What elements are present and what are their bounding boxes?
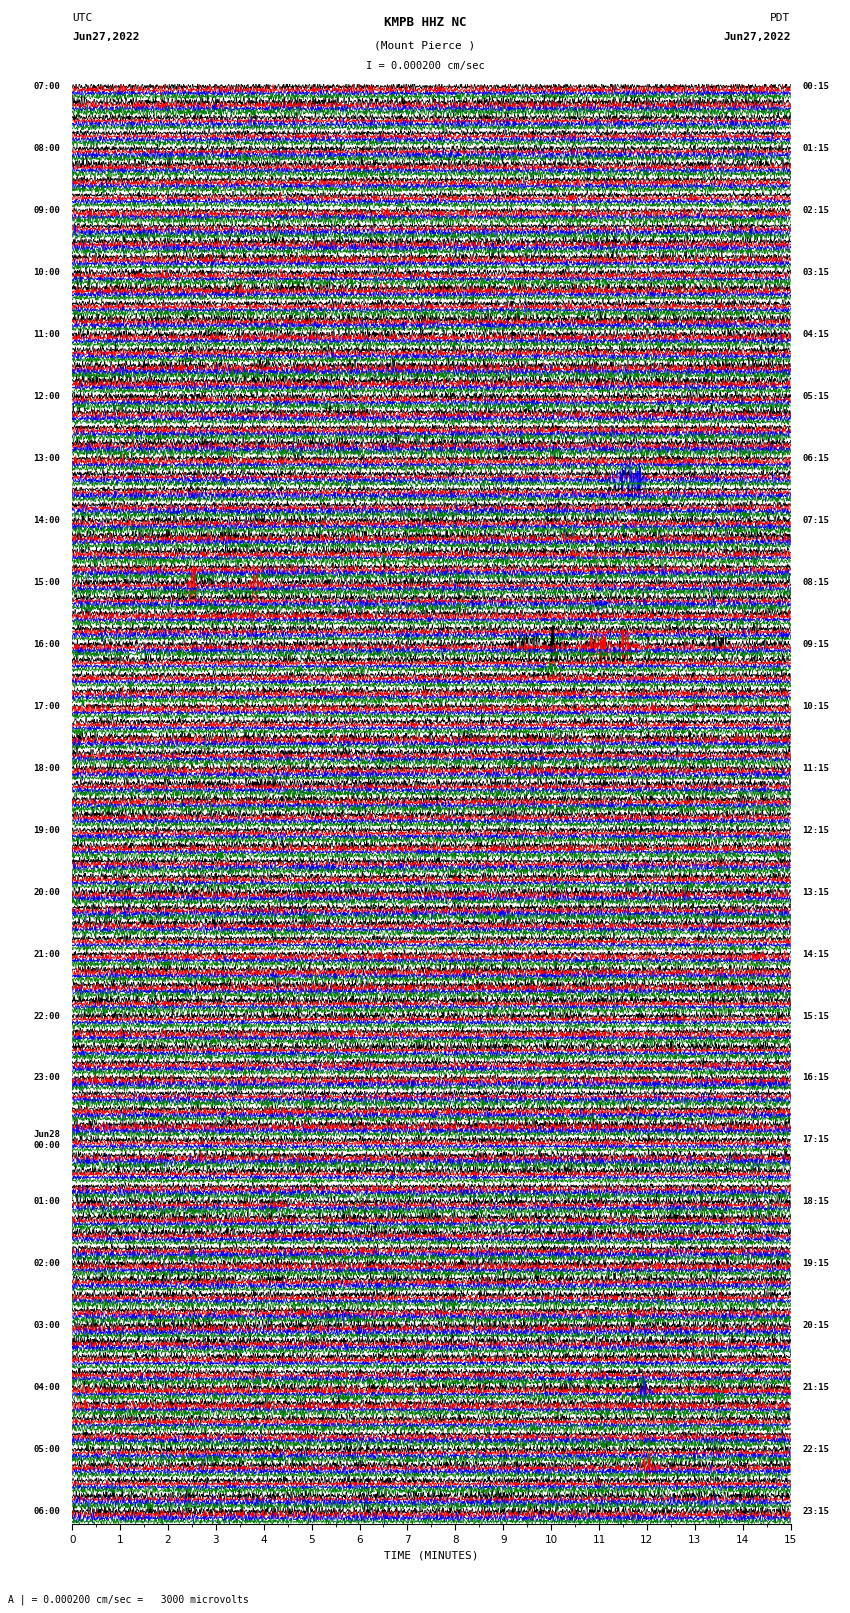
Text: 17:00: 17:00 xyxy=(33,702,60,711)
Text: Jun28
00:00: Jun28 00:00 xyxy=(33,1131,60,1150)
Text: 05:00: 05:00 xyxy=(33,1445,60,1455)
Text: 22:15: 22:15 xyxy=(802,1445,830,1455)
X-axis label: TIME (MINUTES): TIME (MINUTES) xyxy=(384,1550,479,1560)
Text: 22:00: 22:00 xyxy=(33,1011,60,1021)
Text: 23:00: 23:00 xyxy=(33,1074,60,1082)
Text: 16:15: 16:15 xyxy=(802,1074,830,1082)
Text: UTC: UTC xyxy=(72,13,93,23)
Text: 12:15: 12:15 xyxy=(802,826,830,834)
Text: 11:15: 11:15 xyxy=(802,763,830,773)
Text: PDT: PDT xyxy=(770,13,790,23)
Text: 18:15: 18:15 xyxy=(802,1197,830,1207)
Text: 02:15: 02:15 xyxy=(802,206,830,215)
Text: A | = 0.000200 cm/sec =   3000 microvolts: A | = 0.000200 cm/sec = 3000 microvolts xyxy=(8,1594,249,1605)
Text: 01:15: 01:15 xyxy=(802,144,830,153)
Text: 00:15: 00:15 xyxy=(802,82,830,92)
Text: 05:15: 05:15 xyxy=(802,392,830,402)
Text: Jun27,2022: Jun27,2022 xyxy=(72,32,139,42)
Text: 04:15: 04:15 xyxy=(802,331,830,339)
Text: 14:00: 14:00 xyxy=(33,516,60,524)
Text: 09:00: 09:00 xyxy=(33,206,60,215)
Text: 21:00: 21:00 xyxy=(33,950,60,958)
Text: 17:15: 17:15 xyxy=(802,1136,830,1145)
Text: 15:00: 15:00 xyxy=(33,577,60,587)
Text: 13:15: 13:15 xyxy=(802,887,830,897)
Text: 09:15: 09:15 xyxy=(802,640,830,648)
Text: 15:15: 15:15 xyxy=(802,1011,830,1021)
Text: 11:00: 11:00 xyxy=(33,331,60,339)
Text: 23:15: 23:15 xyxy=(802,1507,830,1516)
Text: 20:15: 20:15 xyxy=(802,1321,830,1331)
Text: 06:15: 06:15 xyxy=(802,453,830,463)
Text: Jun27,2022: Jun27,2022 xyxy=(723,32,791,42)
Text: 13:00: 13:00 xyxy=(33,453,60,463)
Text: 07:15: 07:15 xyxy=(802,516,830,524)
Text: 03:00: 03:00 xyxy=(33,1321,60,1331)
Text: 18:00: 18:00 xyxy=(33,763,60,773)
Text: 08:15: 08:15 xyxy=(802,577,830,587)
Text: (Mount Pierce ): (Mount Pierce ) xyxy=(374,40,476,50)
Text: 06:00: 06:00 xyxy=(33,1507,60,1516)
Text: 03:15: 03:15 xyxy=(802,268,830,277)
Text: 16:00: 16:00 xyxy=(33,640,60,648)
Text: 08:00: 08:00 xyxy=(33,144,60,153)
Text: 20:00: 20:00 xyxy=(33,887,60,897)
Text: KMPB HHZ NC: KMPB HHZ NC xyxy=(383,16,467,29)
Text: I = 0.000200 cm/sec: I = 0.000200 cm/sec xyxy=(366,61,484,71)
Text: 07:00: 07:00 xyxy=(33,82,60,92)
Text: 14:15: 14:15 xyxy=(802,950,830,958)
Text: 10:15: 10:15 xyxy=(802,702,830,711)
Text: 10:00: 10:00 xyxy=(33,268,60,277)
Text: 19:15: 19:15 xyxy=(802,1260,830,1268)
Text: 01:00: 01:00 xyxy=(33,1197,60,1207)
Text: 02:00: 02:00 xyxy=(33,1260,60,1268)
Text: 12:00: 12:00 xyxy=(33,392,60,402)
Text: 04:00: 04:00 xyxy=(33,1384,60,1392)
Text: 21:15: 21:15 xyxy=(802,1384,830,1392)
Text: 19:00: 19:00 xyxy=(33,826,60,834)
